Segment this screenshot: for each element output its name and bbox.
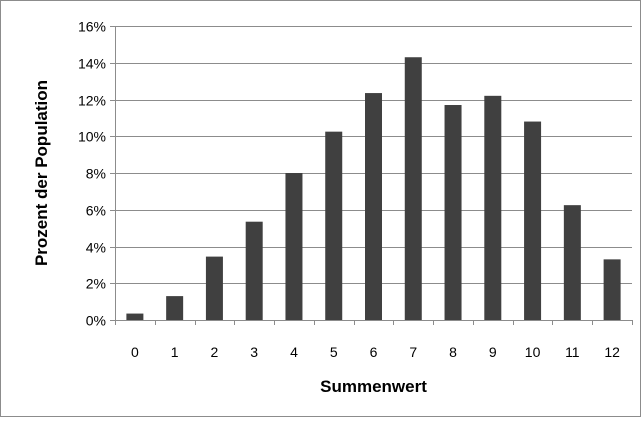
bar xyxy=(245,221,263,320)
y-tick-label: 8% xyxy=(86,166,106,182)
bar xyxy=(365,93,382,320)
x-tick-label: 5 xyxy=(330,344,338,360)
y-tick-labels: 0% 2% 4% 6% 8% 10% 12% 14% 16% xyxy=(78,19,106,329)
bar xyxy=(524,121,542,320)
x-tick-label: 1 xyxy=(171,344,179,360)
axes xyxy=(115,26,632,321)
bar xyxy=(404,57,422,321)
x-tick-labels: 0 1 2 3 4 5 6 7 8 9 10 11 12 xyxy=(131,344,620,360)
y-tick-label: 2% xyxy=(86,276,106,292)
x-tick-label: 11 xyxy=(565,344,580,360)
x-axis-title: Summenwert xyxy=(320,377,427,396)
y-tick-label: 4% xyxy=(86,240,106,256)
x-tick-label: 6 xyxy=(370,344,378,360)
y-tick-label: 16% xyxy=(78,19,106,35)
x-tick-label: 8 xyxy=(449,344,457,360)
x-tick-label: 0 xyxy=(131,344,139,360)
x-tick-label: 12 xyxy=(604,344,620,360)
bar xyxy=(484,95,502,320)
bar xyxy=(563,205,581,320)
bars xyxy=(126,57,621,321)
y-tick-label: 6% xyxy=(86,203,106,219)
x-tick-label: 10 xyxy=(525,344,541,360)
y-tick-label: 10% xyxy=(78,129,106,145)
bar xyxy=(285,173,303,320)
bar xyxy=(603,259,621,320)
y-tick-label: 14% xyxy=(78,56,106,72)
y-tick-label: 0% xyxy=(86,313,106,329)
x-tick-label: 9 xyxy=(489,344,497,360)
bar xyxy=(126,313,144,320)
bar xyxy=(166,296,184,320)
x-tick-label: 4 xyxy=(290,344,298,360)
bar xyxy=(444,105,462,320)
y-tick-label: 12% xyxy=(78,93,106,109)
y-axis-title: Prozent der Population xyxy=(32,80,51,266)
x-tick-label: 7 xyxy=(409,344,417,360)
x-tick-label: 2 xyxy=(211,344,219,360)
bar xyxy=(325,131,343,320)
x-tick-label: 3 xyxy=(250,344,258,360)
bar xyxy=(205,256,223,320)
